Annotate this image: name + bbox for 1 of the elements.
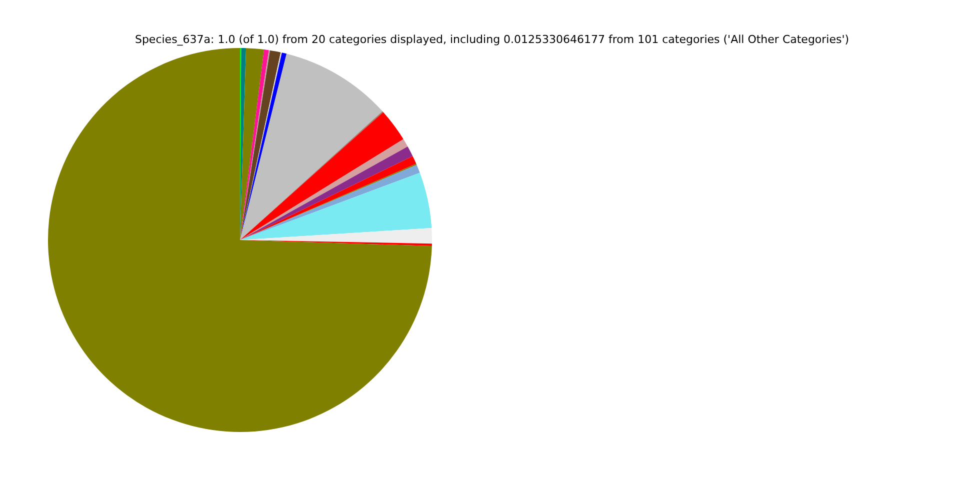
text: Species_637a: 1.0 (of 1.0) from 20 categories displayed, including 0.0125330646177 from 101 categories ('All Other Categories') [134,32,850,46]
